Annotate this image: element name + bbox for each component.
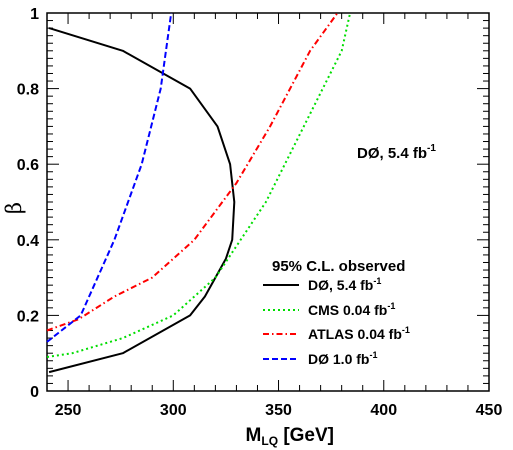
axis-ticks: 250 300 350 400 450 0 0.2 0.4 0.6 0.8 1 [17,6,503,419]
y-tick-label: 0.4 [17,233,39,250]
legend: DØ, 5.4 fb-1 CMS 0.04 fb-1 ATLAS 0.04 fb-1… [263,276,410,367]
x-tick-label: 250 [55,402,82,419]
y-axis-title: β [2,202,26,214]
legend-label: DØ 1.0 fb-1 [308,350,377,367]
x-axis-title: MLQ [GeV] [246,425,334,448]
series-line [46,12,352,358]
x-tick-label: 300 [160,402,187,419]
y-tick-label: 1 [30,6,39,23]
x-tick-label: 400 [370,402,397,419]
x-tick-label: 450 [476,402,503,419]
series-line [48,27,236,374]
x-axis-title-rest: [GeV] [278,425,334,446]
legend-title: 95% C.L. observed [272,258,405,275]
dataset-annotation: DØ, 5.4 fb-1 [357,143,436,162]
x-axis-title-sub: LQ [261,434,278,448]
y-tick-label: 0.2 [17,308,39,325]
y-tick-label: 0 [30,384,39,401]
y-tick-label: 0.8 [17,82,39,99]
x-tick-label: 350 [265,402,292,419]
series-layer [46,12,352,374]
y-tick-label: 0.6 [17,157,39,174]
legend-label: CMS 0.04 fb-1 [308,301,395,318]
series-line [46,12,173,343]
legend-label: DØ, 5.4 fb-1 [308,276,381,293]
dataset-annotation-sup: -1 [427,143,436,154]
series-line [46,12,339,332]
legend-label: ATLAS 0.04 fb-1 [308,325,410,342]
